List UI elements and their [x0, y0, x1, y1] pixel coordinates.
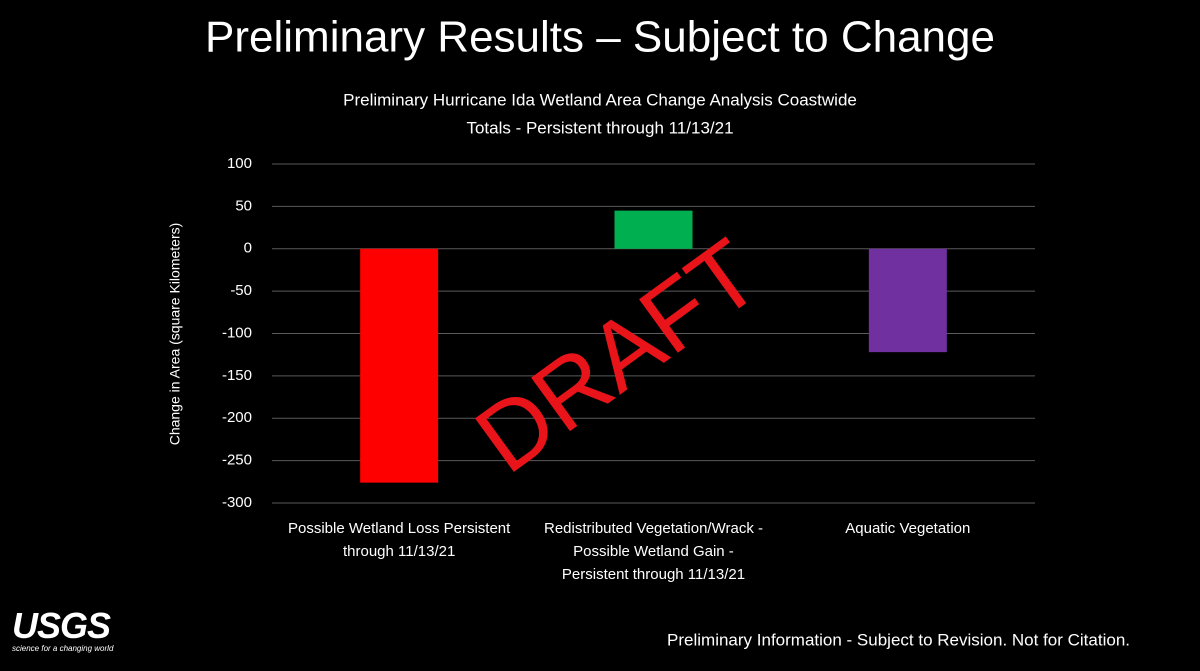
- chart-title: Preliminary Hurricane Ida Wetland Area C…: [343, 90, 857, 109]
- y-tick-label: -150: [222, 367, 252, 384]
- chart-subtitle: Totals - Persistent through 11/13/21: [466, 118, 733, 137]
- bar: [360, 248, 439, 483]
- x-tick-label: Possible Wetland Loss Persistent through…: [287, 520, 511, 560]
- y-tick-label: 0: [244, 240, 252, 257]
- x-tick-label: Redistributed Vegetation/Wrack - Possibl…: [543, 520, 763, 583]
- y-tick-label: -100: [222, 324, 252, 341]
- x-tick-label: Aquatic Vegetation: [845, 520, 971, 537]
- footer: Preliminary Information - Subject to Rev…: [667, 630, 1130, 649]
- logo-name: USGS: [12, 605, 111, 646]
- bar: [868, 248, 947, 353]
- logo-tagline: science for a changing world: [12, 644, 114, 653]
- bar: [614, 210, 693, 249]
- y-axis-label: Change in Area (square Kilometers): [167, 223, 183, 446]
- y-tick-label: 50: [235, 197, 252, 214]
- y-tick-label: -200: [222, 409, 252, 426]
- slide-title: Preliminary Results – Subject to Change: [205, 13, 995, 62]
- logo: USGS science for a changing world: [12, 605, 114, 654]
- y-tick-label: -300: [222, 494, 252, 511]
- watermark: DRAFT: [457, 219, 779, 494]
- y-tick-label: -250: [222, 452, 252, 469]
- y-tick-label: -50: [230, 282, 252, 299]
- y-tick-label: 100: [227, 155, 252, 172]
